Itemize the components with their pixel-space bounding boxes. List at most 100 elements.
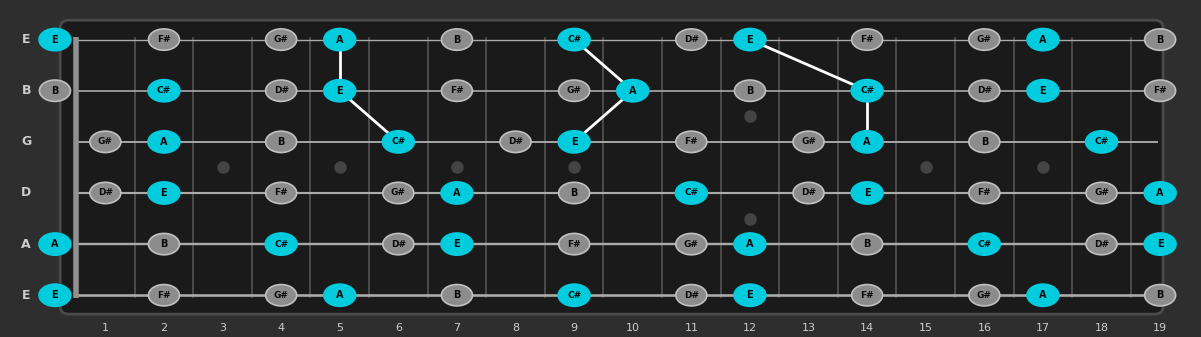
Text: B: B — [864, 239, 871, 249]
Ellipse shape — [40, 234, 71, 255]
Ellipse shape — [265, 182, 297, 204]
Ellipse shape — [149, 284, 179, 306]
Text: D#: D# — [683, 291, 699, 300]
Text: A: A — [1157, 188, 1164, 198]
Text: E: E — [22, 289, 30, 302]
Text: 16: 16 — [978, 324, 991, 334]
Text: B: B — [22, 84, 31, 97]
Text: B: B — [1157, 290, 1164, 300]
Ellipse shape — [852, 284, 883, 306]
Text: 4: 4 — [277, 324, 285, 334]
Ellipse shape — [149, 234, 179, 255]
Text: B: B — [453, 35, 461, 44]
Text: 13: 13 — [801, 324, 815, 334]
Ellipse shape — [265, 29, 297, 50]
Ellipse shape — [40, 29, 71, 50]
Text: G#: G# — [801, 137, 815, 146]
Text: E: E — [747, 290, 753, 300]
Ellipse shape — [735, 29, 765, 50]
Ellipse shape — [558, 284, 590, 306]
Text: 15: 15 — [919, 324, 933, 334]
Ellipse shape — [1086, 234, 1117, 255]
Ellipse shape — [852, 131, 883, 153]
Ellipse shape — [324, 80, 355, 101]
Text: E: E — [22, 33, 30, 46]
Text: D#: D# — [274, 86, 288, 95]
Text: 2: 2 — [161, 324, 167, 334]
Ellipse shape — [1086, 131, 1117, 153]
Text: G: G — [22, 135, 31, 148]
Text: 3: 3 — [219, 324, 226, 334]
Text: 9: 9 — [570, 324, 578, 334]
Text: E: E — [1157, 239, 1164, 249]
Text: B: B — [453, 290, 461, 300]
Ellipse shape — [442, 284, 472, 306]
Text: 5: 5 — [336, 324, 343, 334]
Ellipse shape — [324, 284, 355, 306]
Ellipse shape — [558, 234, 590, 255]
Ellipse shape — [149, 182, 179, 204]
Text: D#: D# — [97, 188, 113, 197]
FancyBboxPatch shape — [60, 20, 1163, 314]
Text: B: B — [277, 137, 285, 147]
Text: 10: 10 — [626, 324, 640, 334]
Ellipse shape — [442, 234, 472, 255]
Ellipse shape — [383, 234, 414, 255]
Text: B: B — [1157, 35, 1164, 44]
Text: 18: 18 — [1094, 324, 1109, 334]
Ellipse shape — [40, 284, 71, 306]
Ellipse shape — [969, 29, 999, 50]
Text: F#: F# — [450, 86, 464, 95]
Text: G#: G# — [98, 137, 113, 146]
Text: E: E — [454, 239, 460, 249]
Text: E: E — [336, 86, 343, 96]
Ellipse shape — [969, 182, 999, 204]
Text: C#: C# — [567, 291, 581, 300]
Ellipse shape — [383, 182, 414, 204]
Ellipse shape — [735, 284, 765, 306]
Text: C#: C# — [860, 86, 874, 95]
Text: G#: G# — [274, 35, 288, 44]
Ellipse shape — [852, 29, 883, 50]
Ellipse shape — [149, 80, 179, 101]
Text: G#: G# — [683, 240, 699, 249]
Text: C#: C# — [274, 240, 288, 249]
Ellipse shape — [676, 29, 707, 50]
Ellipse shape — [1145, 80, 1176, 101]
Text: 7: 7 — [453, 324, 460, 334]
Text: G#: G# — [1094, 188, 1109, 197]
Ellipse shape — [265, 234, 297, 255]
Text: D#: D# — [976, 86, 992, 95]
Ellipse shape — [676, 234, 707, 255]
Text: B: B — [746, 86, 753, 96]
Ellipse shape — [90, 182, 121, 204]
Text: C#: C# — [567, 35, 581, 44]
Ellipse shape — [40, 80, 71, 101]
Ellipse shape — [442, 182, 472, 204]
Ellipse shape — [676, 131, 707, 153]
Text: E: E — [747, 35, 753, 44]
Text: 14: 14 — [860, 324, 874, 334]
Ellipse shape — [969, 131, 999, 153]
Text: E: E — [52, 35, 58, 44]
Text: A: A — [453, 188, 461, 198]
Text: D#: D# — [508, 137, 522, 146]
Ellipse shape — [852, 80, 883, 101]
Ellipse shape — [852, 182, 883, 204]
Text: 12: 12 — [743, 324, 757, 334]
Ellipse shape — [1145, 182, 1176, 204]
Ellipse shape — [1027, 284, 1058, 306]
Text: 11: 11 — [685, 324, 698, 334]
Text: D#: D# — [683, 35, 699, 44]
Ellipse shape — [500, 131, 531, 153]
Ellipse shape — [442, 29, 472, 50]
Ellipse shape — [265, 284, 297, 306]
Text: A: A — [629, 86, 637, 96]
Text: 8: 8 — [512, 324, 519, 334]
Ellipse shape — [324, 29, 355, 50]
Text: G#: G# — [390, 188, 406, 197]
Ellipse shape — [1086, 182, 1117, 204]
Text: A: A — [1039, 35, 1047, 44]
Text: A: A — [746, 239, 754, 249]
Text: 19: 19 — [1153, 324, 1167, 334]
